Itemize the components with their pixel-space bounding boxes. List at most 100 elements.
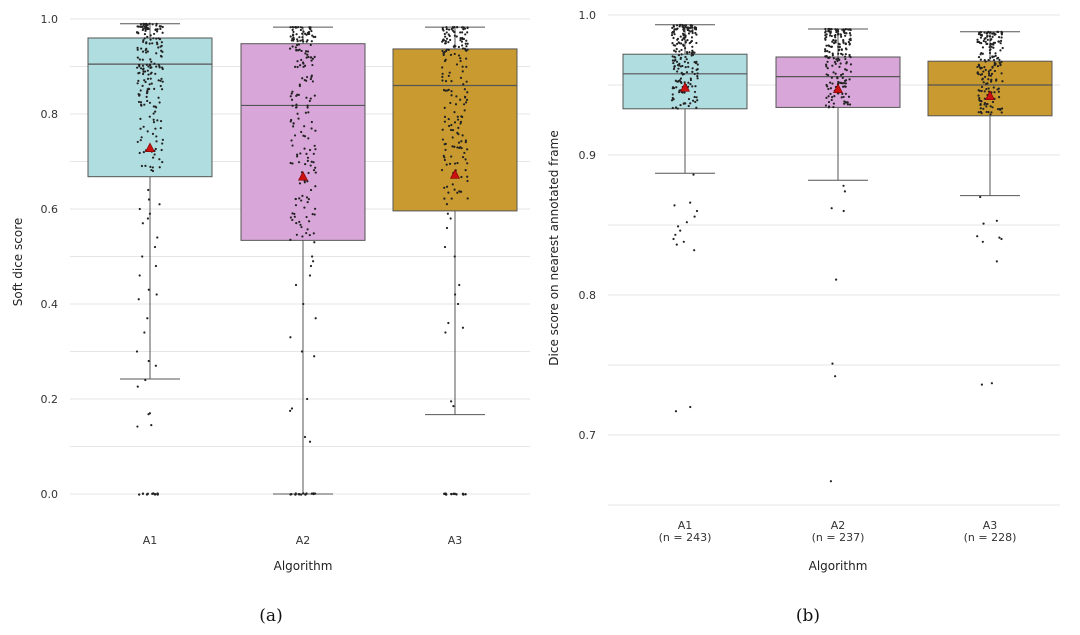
panel-b-point-A1 [673,33,676,36]
panel-a-point-A3 [445,37,449,40]
panel-b-point-A2 [825,44,828,47]
panel-b-point-A1 [679,229,682,232]
panel-a-point-A3 [441,138,445,141]
panel-a-point-A2 [305,152,308,155]
panel-a-point-A2 [294,204,298,207]
panel-a-point-A2 [295,43,299,47]
panel-a-ytick-label: 0.2 [41,393,59,406]
panel-a-point-A2 [310,127,313,130]
panel-b-point-A2 [844,53,847,56]
panel-a-point-A1 [161,142,164,145]
panel-a-point-A3 [445,26,448,29]
panel-b-point-A3 [995,219,998,222]
panel-a-point-A1 [149,66,152,70]
panel-b-point-A1 [693,90,697,94]
panel-b-point-A3 [1000,111,1003,114]
panel-b-point-A3 [995,78,998,81]
panel-a-ytick-label: 1.0 [41,13,59,26]
panel-a-point-A3 [449,38,452,42]
panel-b-point-A3 [998,61,1001,64]
panel-a-point-A3 [456,131,459,134]
panel-a-point-A1 [143,331,146,334]
panel-a-point-A2 [308,274,312,277]
panel-a-point-A1 [151,132,155,135]
panel-a-point-A3 [445,28,448,31]
panel-a-point-A3 [457,126,460,129]
panel-b: 0.7 0.8 0.9 1.0 A1(n = 243) A2(n = 237) A3(n … [547,9,1060,626]
panel-a-point-A1 [157,79,160,82]
panel-b-point-A1 [674,50,677,53]
panel-a-point-A1 [158,203,161,206]
panel-b-point-A2 [835,31,838,34]
panel-b-point-A3 [981,46,985,49]
panel-b-point-A1 [672,44,675,47]
panel-a-point-A3 [464,158,467,161]
panel-a-point-A2 [312,161,315,164]
panel-b-point-A2 [836,28,840,31]
panel-b-point-A3 [994,52,997,55]
panel-a-point-A1 [139,25,142,28]
panel-a-point-A1 [136,140,139,144]
panel-b-point-A1 [685,71,689,74]
panel-b-point-A3 [985,42,988,46]
panel-a-point-A2 [314,129,317,132]
panel-b-point-A2 [831,52,834,55]
panel-b-point-A2 [830,98,833,102]
panel-b-point-A1 [684,102,687,105]
panel-b-point-A1 [684,24,688,27]
panel-b-point-A3 [980,33,983,36]
panel-a-point-A3 [451,29,454,32]
panel-a-point-A2 [295,105,298,109]
panel-b-point-A2 [844,34,847,37]
panel-a-point-A2 [309,77,312,81]
panel-a-point-zero-A3 [461,492,465,496]
panel-b-point-A1 [677,79,680,83]
panel-b-point-A1 [673,59,676,62]
panel-b-point-A3 [982,222,985,225]
panel-a-point-zero-A3 [464,493,467,496]
panel-a-point-A2 [312,152,315,155]
panel-a-point-A1 [155,37,158,40]
panel-a-point-A2 [298,220,301,223]
panel-a-point-zero-A1 [137,493,141,496]
panel-b-point-A3 [998,58,1001,61]
panel-a-point-A3 [443,186,446,189]
panel-b-point-A3 [997,56,1000,59]
panel-a-point-A2 [311,80,315,83]
panel-a-point-A3 [441,75,444,79]
panel-b-point-A1 [682,37,685,40]
panel-b-point-A3 [1000,36,1003,39]
panel-a-point-A3 [445,48,448,51]
panel-b-point-A1 [691,24,694,27]
panel-a-point-A3 [450,79,453,83]
panel-b-point-A2 [825,35,828,39]
panel-a-point-zero-A3 [450,492,453,496]
panel-a-point-A2 [289,409,292,412]
panel-a-point-A2 [298,83,301,86]
panel-a-point-A1 [150,82,153,85]
panel-b-xtick-sublabel: (n = 228) [964,531,1017,544]
panel-b-point-A2 [843,190,847,193]
panel-b-point-A3 [980,383,983,386]
panel-b-point-A1 [678,50,681,53]
panel-a-point-A2 [291,218,294,222]
panel-a-point-A2 [303,125,306,128]
panel-a-point-A3 [466,175,469,178]
panel-b-point-A3 [983,59,986,62]
panel-a-point-A3 [452,45,455,48]
panel-a-point-A1 [143,33,147,36]
panel-a-point-A2 [309,97,312,100]
panel-a-point-A3 [462,103,466,106]
panel-a-point-A3 [457,141,461,144]
panel-b-point-A3 [977,89,980,92]
panel-a-point-A3 [459,39,462,42]
panel-b-point-A1 [683,60,686,63]
panel-b-point-A1 [691,26,694,29]
panel-b-point-A2 [840,48,843,51]
panel-b-point-A2 [844,57,847,61]
panel-b-point-A2 [828,51,831,54]
panel-a-point-A2 [298,36,301,39]
panel-a-point-A1 [161,160,164,164]
panel-a-point-A3 [445,163,448,166]
panel-a-point-A1 [158,25,162,28]
